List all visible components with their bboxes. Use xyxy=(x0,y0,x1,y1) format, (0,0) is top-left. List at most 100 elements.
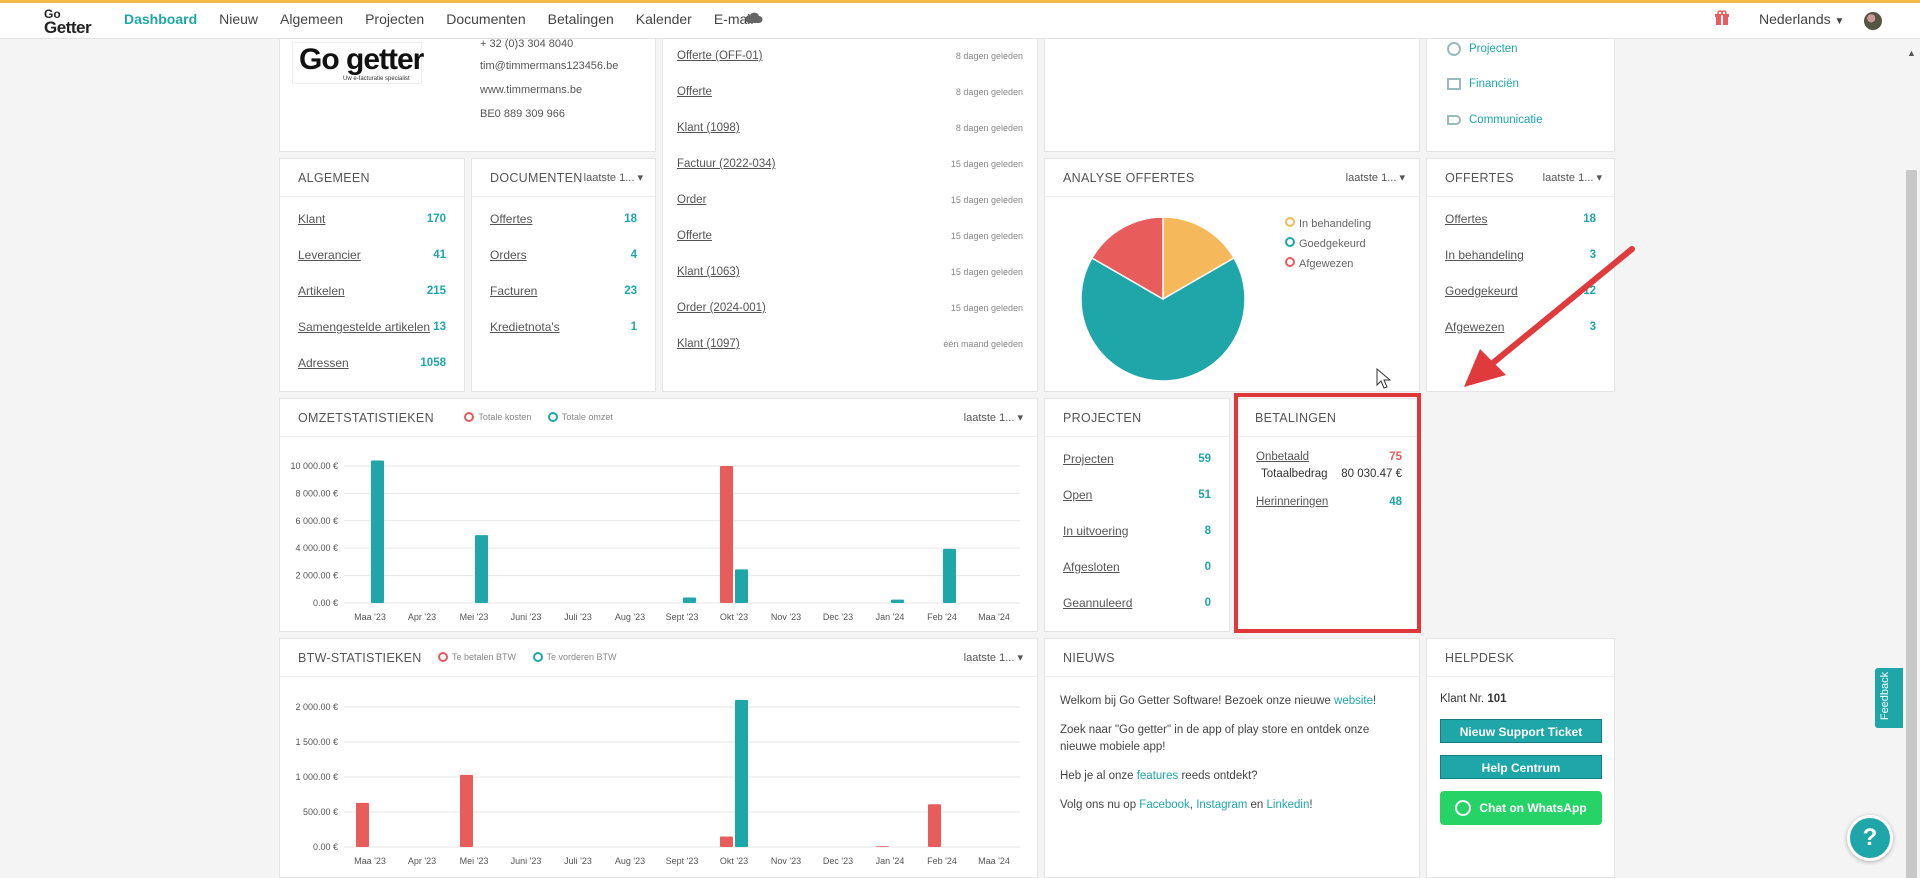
pie-slice-afgewezen[interactable] xyxy=(1090,216,1164,301)
scrollbar-thumb[interactable] xyxy=(1906,170,1917,878)
period-select[interactable]: laatste 1... ▾ xyxy=(964,651,1023,664)
legend-item[interactable]: Totale omzet xyxy=(547,411,613,422)
linkedin-link[interactable]: Linkedin xyxy=(1266,799,1310,811)
period-select[interactable]: laatste 1... ▾ xyxy=(1346,171,1405,184)
activity-link[interactable]: Factuur (2022-034) xyxy=(677,158,776,170)
company-website[interactable]: www.timmermans.be xyxy=(480,84,583,96)
pie-slice-in-behandeling[interactable] xyxy=(1162,216,1236,301)
globe-icon xyxy=(1447,42,1461,56)
nav-kalender[interactable]: Kalender xyxy=(635,11,692,27)
period-select[interactable]: laatste 1... ▾ xyxy=(1543,171,1602,184)
instagram-link[interactable]: Instagram xyxy=(1196,799,1248,811)
legend-item[interactable]: Te vorderen BTW xyxy=(532,651,617,662)
gift-icon[interactable] xyxy=(1714,10,1730,26)
legend-item[interactable]: Afgewezen xyxy=(1285,257,1371,270)
nav-email[interactable]: E-mail xyxy=(713,11,754,27)
legend-item[interactable]: Te betalen BTW xyxy=(438,651,516,662)
scroll-up-icon[interactable]: ▲ xyxy=(1907,48,1916,58)
list-item-link[interactable]: Offertes xyxy=(490,212,533,226)
bar[interactable] xyxy=(720,836,733,848)
feedback-tab[interactable]: Feedback xyxy=(1875,668,1903,728)
reminders-link[interactable]: Herinneringen xyxy=(1256,496,1329,508)
help-fab-button[interactable]: ? xyxy=(1847,815,1893,861)
list-item-link[interactable]: Artikelen xyxy=(298,284,345,298)
activity-item: Klant (1097) één maand geleden xyxy=(663,326,1037,362)
x-tick-label: Jan '24 xyxy=(876,856,905,866)
bar[interactable] xyxy=(356,802,369,847)
bar[interactable] xyxy=(460,774,473,847)
documenten-panel: DOCUMENTEN laatste 1... ▾ Offertes 18 Order… xyxy=(471,158,656,392)
list-item-count: 13 xyxy=(433,321,446,333)
list-item-link[interactable]: Goedgekeurd xyxy=(1445,284,1518,298)
quicklink-projecten[interactable]: Projecten xyxy=(1447,42,1518,56)
activity-link[interactable]: Klant (1098) xyxy=(677,122,740,134)
facebook-link[interactable]: Facebook xyxy=(1139,799,1190,811)
quicklink-communicatie[interactable]: Communicatie xyxy=(1447,114,1543,126)
bar[interactable] xyxy=(891,599,904,603)
period-select[interactable]: laatste 1... ▾ xyxy=(964,411,1023,424)
nav-projecten[interactable]: Projecten xyxy=(365,11,425,27)
activity-link[interactable]: Order (2024-001) xyxy=(677,302,766,314)
list-item-link[interactable]: Samengestelde artikelen xyxy=(298,320,431,334)
question-mark-icon: ? xyxy=(1862,824,1878,851)
bar[interactable] xyxy=(735,569,748,603)
legend-item[interactable]: Goedgekeurd xyxy=(1285,237,1371,250)
activity-link[interactable]: Order xyxy=(677,194,707,206)
cloud-icon[interactable] xyxy=(745,12,763,24)
language-selector[interactable]: Nederlands ▼ xyxy=(1759,11,1844,27)
activity-link[interactable]: Offerte (OFF-01) xyxy=(677,50,763,62)
period-select[interactable]: laatste 1... ▾ xyxy=(584,171,643,184)
list-item-link[interactable]: In uitvoering xyxy=(1063,524,1129,538)
bar[interactable] xyxy=(475,535,488,603)
nav-betalingen[interactable]: Betalingen xyxy=(547,11,614,27)
list-item-link[interactable]: Orders xyxy=(490,248,527,262)
app-logo[interactable]: Go Getter xyxy=(44,8,92,37)
list-item-link[interactable]: Offertes xyxy=(1445,212,1488,226)
bar[interactable] xyxy=(928,804,941,847)
bar[interactable] xyxy=(943,548,956,603)
features-link[interactable]: features xyxy=(1136,770,1179,782)
unpaid-link[interactable]: Onbetaald xyxy=(1256,451,1310,463)
legend-item[interactable]: In behandeling xyxy=(1285,217,1371,230)
nav-dashboard[interactable]: Dashboard xyxy=(124,11,198,27)
list-item-link[interactable]: Leverancier xyxy=(298,248,361,262)
caret-down-icon: ▾ xyxy=(1399,172,1405,184)
list-item: Facturen 23 xyxy=(472,273,655,309)
help-center-button[interactable]: Help Centrum xyxy=(1440,755,1602,779)
activity-link[interactable]: Offerte xyxy=(677,230,712,242)
avatar[interactable] xyxy=(1864,12,1882,30)
legend-item[interactable]: Totale kosten xyxy=(464,411,531,422)
activity-link[interactable]: Klant (1097) xyxy=(677,338,740,350)
new-support-ticket-button[interactable]: Nieuw Support Ticket xyxy=(1440,719,1602,743)
bar[interactable] xyxy=(683,597,696,603)
pie-slice-goedgekeurd[interactable] xyxy=(1080,256,1246,382)
list-item-link[interactable]: Afgewezen xyxy=(1445,320,1505,334)
bar[interactable] xyxy=(876,846,889,847)
scrollbar[interactable]: ▲ xyxy=(1903,40,1920,878)
company-logo-text: Go getter xyxy=(299,43,424,76)
list-item-link[interactable]: Adressen xyxy=(298,356,349,370)
activity-link[interactable]: Offerte xyxy=(677,86,712,98)
list-item: Offertes 18 xyxy=(472,201,655,237)
nav-documenten[interactable]: Documenten xyxy=(446,11,526,27)
nav-nieuw[interactable]: Nieuw xyxy=(219,11,259,27)
list-item-link[interactable]: Klant xyxy=(298,212,326,226)
quicklink-financien[interactable]: Financiën xyxy=(1447,78,1519,90)
chevron-down-icon: ▼ xyxy=(1834,16,1845,27)
bar[interactable] xyxy=(735,700,748,847)
company-email[interactable]: tim@timmermans123456.be xyxy=(480,60,619,72)
list-item-link[interactable]: Facturen xyxy=(490,284,538,298)
list-item-link[interactable]: Projecten xyxy=(1063,452,1114,466)
nav-algemeen[interactable]: Algemeen xyxy=(280,11,344,27)
list-item-link[interactable]: Afgesloten xyxy=(1063,560,1120,574)
list-item-link[interactable]: Kredietnota's xyxy=(490,320,560,334)
list-item-link[interactable]: Geannuleerd xyxy=(1063,596,1133,610)
period-select-label: laatste 1... xyxy=(963,652,1015,664)
activity-link[interactable]: Klant (1063) xyxy=(677,266,740,278)
bar[interactable] xyxy=(371,460,384,603)
website-link[interactable]: website xyxy=(1334,695,1374,707)
list-item-link[interactable]: In behandeling xyxy=(1445,248,1524,262)
list-item-link[interactable]: Open xyxy=(1063,488,1093,502)
whatsapp-chat-button[interactable]: Chat on WhatsApp xyxy=(1440,791,1602,825)
bar[interactable] xyxy=(720,465,733,603)
